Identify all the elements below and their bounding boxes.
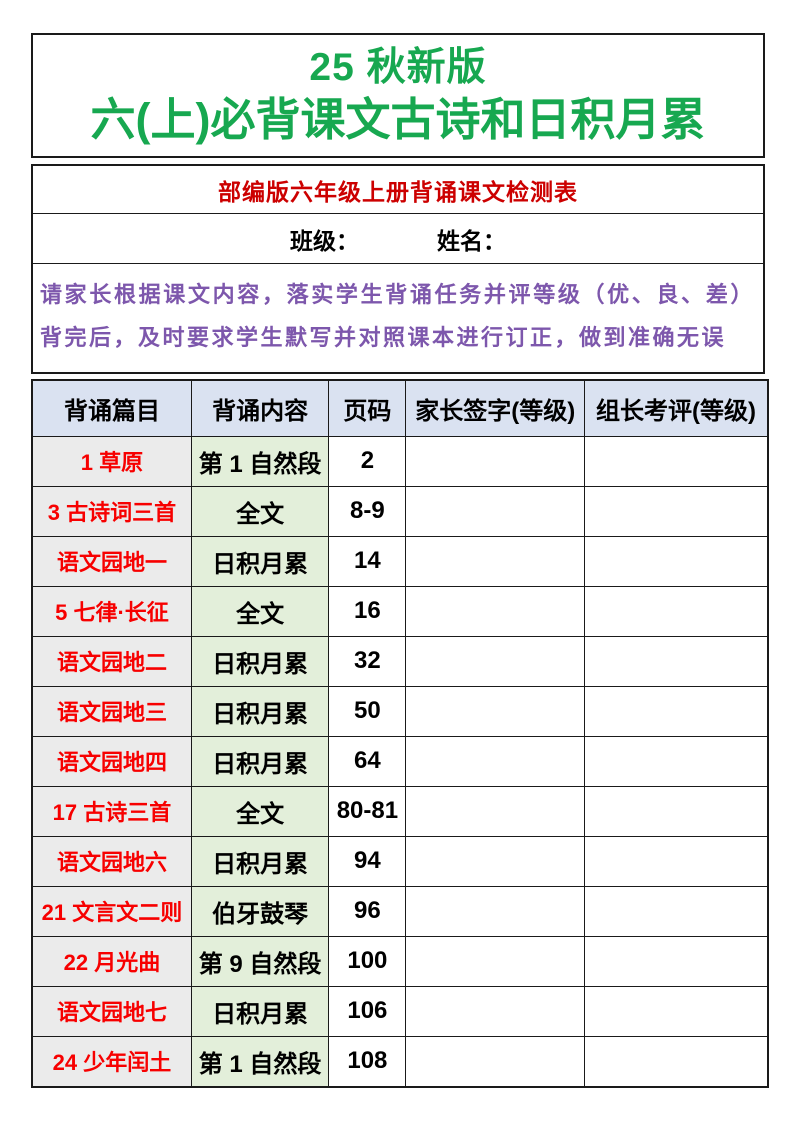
parent-note-text: 请家长根据课文内容，落实学生背诵任务并评等级（优、良、差）背完后，及时要求学生默… — [40, 282, 755, 350]
cell-content: 第 9 自然段 — [190, 935, 330, 987]
cell-leader-review — [583, 935, 769, 987]
cell-page: 106 — [328, 985, 407, 1037]
col-header-content: 背诵内容 — [190, 379, 330, 437]
cell-parent-sign — [405, 1035, 585, 1088]
cell-item: 语文园地一 — [31, 535, 192, 587]
cell-page: 32 — [328, 635, 407, 687]
cell-content: 日积月累 — [190, 635, 330, 687]
cell-page: 8-9 — [328, 485, 407, 537]
recitation-checklist-table: 背诵篇目 背诵内容 页码 家长签字(等级) 组长考评(等级) 1 草原第 1 自… — [31, 378, 769, 1088]
cell-item: 语文园地二 — [31, 635, 192, 687]
cell-parent-sign — [405, 585, 585, 637]
table-row: 语文园地四 日积月累 64 — [31, 735, 769, 787]
info-box: 部编版六年级上册背诵课文检测表 班级： 姓名： 请家长根据课文内容，落实学生背诵… — [31, 164, 765, 374]
class-name-row: 班级： 姓名： — [33, 214, 763, 264]
checklist-body: 1 草原第 1 自然段 2 3 古诗词三首 全文 8-9 语文园地一 日积月累 14 5 七律·… — [31, 435, 769, 1088]
cell-parent-sign — [405, 835, 585, 887]
subtitle-row: 部编版六年级上册背诵课文检测表 — [33, 166, 763, 214]
cell-parent-sign — [405, 885, 585, 937]
cell-leader-review — [583, 835, 769, 887]
cell-content: 日积月累 — [190, 535, 330, 587]
cell-page: 100 — [328, 935, 407, 987]
cell-content: 日积月累 — [190, 685, 330, 737]
cell-leader-review — [583, 785, 769, 837]
table-row: 语文园地一 日积月累 14 — [31, 535, 769, 587]
cell-content: 伯牙鼓琴 — [190, 885, 330, 937]
cell-page: 14 — [328, 535, 407, 587]
cell-page: 64 — [328, 735, 407, 787]
page-title-line2: 六(上)必背课文古诗和日积月累 — [90, 93, 706, 145]
cell-item: 1 草原 — [31, 435, 192, 487]
table-row: 5 七律·长征 全文 16 — [31, 585, 769, 637]
cell-item: 语文园地三 — [31, 685, 192, 737]
cell-leader-review — [583, 1035, 769, 1088]
cell-page: 96 — [328, 885, 407, 937]
subtitle-text: 部编版六年级上册背诵课文检测表 — [218, 179, 578, 205]
cell-parent-sign — [405, 485, 585, 537]
table-row: 17 古诗三首 全文 80-81 — [31, 785, 769, 837]
cell-leader-review — [583, 985, 769, 1037]
header-row: 背诵篇目 背诵内容 页码 家长签字(等级) 组长考评(等级) — [31, 379, 769, 437]
cell-item: 语文园地七 — [31, 985, 192, 1037]
cell-parent-sign — [405, 935, 585, 987]
table-row: 24 少年闰土第 1 自然段 108 — [31, 1035, 769, 1088]
cell-page: 80-81 — [328, 785, 407, 837]
cell-content: 第 1 自然段 — [190, 1035, 330, 1088]
cell-parent-sign — [405, 535, 585, 587]
cell-parent-sign — [405, 735, 585, 787]
col-header-leader-review: 组长考评(等级) — [583, 379, 769, 437]
cell-item: 24 少年闰土 — [31, 1035, 192, 1088]
cell-content: 日积月累 — [190, 835, 330, 887]
cell-content: 日积月累 — [190, 985, 330, 1037]
col-header-item: 背诵篇目 — [31, 379, 192, 437]
cell-leader-review — [583, 635, 769, 687]
cell-content: 第 1 自然段 — [190, 435, 330, 487]
cell-content: 全文 — [190, 485, 330, 537]
title-box: 25 秋新版 六(上)必背课文古诗和日积月累 — [31, 33, 765, 158]
cell-parent-sign — [405, 685, 585, 737]
cell-leader-review — [583, 735, 769, 787]
cell-leader-review — [583, 585, 769, 637]
cell-item: 3 古诗词三首 — [31, 485, 192, 537]
worksheet: 25 秋新版 六(上)必背课文古诗和日积月累 部编版六年级上册背诵课文检测表 班… — [31, 33, 769, 1088]
cell-item: 语文园地六 — [31, 835, 192, 887]
table-row: 语文园地三 日积月累 50 — [31, 685, 769, 737]
cell-parent-sign — [405, 785, 585, 837]
cell-leader-review — [583, 485, 769, 537]
parent-note: 请家长根据课文内容，落实学生背诵任务并评等级（优、良、差）背完后，及时要求学生默… — [33, 264, 763, 372]
cell-page: 94 — [328, 835, 407, 887]
cell-content: 全文 — [190, 585, 330, 637]
cell-leader-review — [583, 435, 769, 487]
name-label: 姓名： — [437, 228, 506, 254]
table-row: 3 古诗词三首 全文 8-9 — [31, 485, 769, 537]
col-header-page: 页码 — [328, 379, 407, 437]
table-row: 21 文言文二则 伯牙鼓琴 96 — [31, 885, 769, 937]
cell-page: 108 — [328, 1035, 407, 1088]
cell-parent-sign — [405, 635, 585, 687]
cell-leader-review — [583, 535, 769, 587]
page-title-line1: 25 秋新版 — [309, 46, 487, 90]
cell-page: 50 — [328, 685, 407, 737]
cell-item: 21 文言文二则 — [31, 885, 192, 937]
cell-parent-sign — [405, 985, 585, 1037]
cell-leader-review — [583, 685, 769, 737]
col-header-parent-sign: 家长签字(等级) — [405, 379, 585, 437]
cell-item: 17 古诗三首 — [31, 785, 192, 837]
table-row: 语文园地二 日积月累 32 — [31, 635, 769, 687]
table-row: 语文园地七 日积月累 106 — [31, 985, 769, 1037]
table-row: 22 月光曲第 9 自然段 100 — [31, 935, 769, 987]
cell-leader-review — [583, 885, 769, 937]
cell-item: 5 七律·长征 — [31, 585, 192, 637]
cell-content: 日积月累 — [190, 735, 330, 787]
cell-item: 22 月光曲 — [31, 935, 192, 987]
cell-page: 16 — [328, 585, 407, 637]
class-label: 班级： — [290, 228, 359, 254]
table-row: 语文园地六 日积月累 94 — [31, 835, 769, 887]
cell-item: 语文园地四 — [31, 735, 192, 787]
table-row: 1 草原第 1 自然段 2 — [31, 435, 769, 487]
cell-page: 2 — [328, 435, 407, 487]
cell-parent-sign — [405, 435, 585, 487]
cell-content: 全文 — [190, 785, 330, 837]
